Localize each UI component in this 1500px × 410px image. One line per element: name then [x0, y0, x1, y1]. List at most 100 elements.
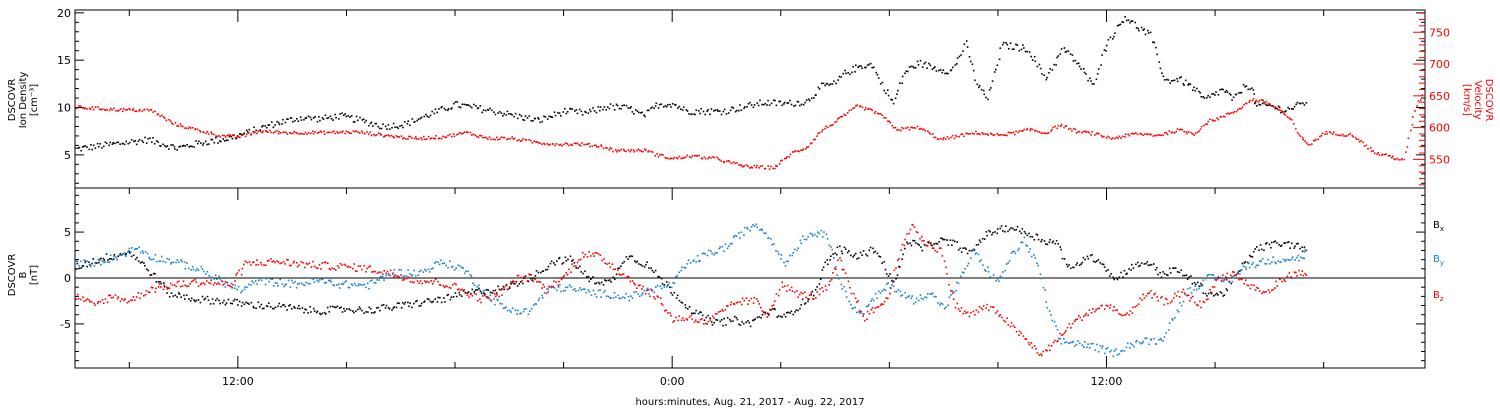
bfield-series-z-point	[1169, 301, 1172, 304]
density-series-point	[88, 148, 91, 151]
bfield-series-y-point	[317, 280, 320, 283]
velocity-series-point	[1296, 131, 1299, 134]
bfield-series-x-point	[136, 256, 138, 259]
bfield-series-y-point	[504, 307, 506, 309]
density-series-point	[511, 114, 513, 116]
bfield-series-x-point	[498, 288, 501, 291]
density-series-point	[369, 122, 372, 125]
density-series-point	[441, 105, 443, 108]
bfield-series-x-point	[359, 308, 361, 310]
bfield-series-y-point	[1056, 329, 1059, 331]
bfield-series-y-point	[320, 278, 323, 281]
bfield-series-x-point	[556, 260, 558, 262]
velocity-series-point	[257, 130, 259, 132]
bfield-series-z-point	[921, 239, 924, 242]
bfield-series-x-point	[240, 305, 243, 307]
bfield-series-x-point	[206, 295, 209, 298]
density-series-point	[1129, 21, 1131, 24]
bfield-series-x-point	[1028, 232, 1030, 235]
bfield-series-z-point	[586, 256, 589, 258]
density-series-point	[1163, 79, 1166, 81]
bfield-series-z-point	[468, 296, 470, 298]
density-series-point	[658, 103, 661, 106]
density-series-point	[101, 147, 103, 149]
bfield-series-x-point	[600, 281, 603, 284]
bfield-series-y-point	[963, 271, 965, 274]
density-series-point	[447, 107, 450, 110]
bfield-series-z-point	[704, 322, 707, 325]
velocity-series-point	[538, 142, 540, 144]
density-series-point	[152, 137, 154, 139]
bfield-series-z-point	[1088, 309, 1091, 311]
bfield-series-z-point	[338, 266, 340, 269]
density-series	[74, 16, 1308, 152]
bfield-series-z-point	[179, 285, 182, 288]
bfield-series-y-point	[88, 263, 91, 266]
velocity-series-point	[1260, 99, 1263, 101]
density-series-point	[1278, 106, 1281, 109]
bfield-series-z-point	[444, 285, 447, 287]
bfield-series-x-point	[895, 277, 897, 280]
bfield-series-x-point	[255, 307, 257, 309]
bfield-series-z-point	[974, 314, 976, 316]
velocity-series-point	[413, 137, 416, 140]
velocity-series-point	[784, 157, 786, 160]
bfield-series-z-point	[550, 285, 553, 288]
bfield-series-x-point	[304, 308, 306, 311]
velocity-series-point	[740, 164, 743, 167]
bfield-series-x-point	[1270, 241, 1273, 244]
bfield-series-z-point	[1071, 322, 1074, 325]
bfield-series-y-point	[799, 239, 802, 242]
velocity-series-point	[1378, 154, 1381, 156]
bfield-series-z-point	[234, 280, 236, 282]
bfield-series-x-point	[96, 262, 98, 264]
density-series-point	[92, 144, 95, 147]
density-series-point	[1080, 68, 1082, 70]
velocity-series-point	[347, 131, 350, 133]
bfield-series-x-point	[257, 301, 260, 304]
velocity-series-point	[728, 160, 731, 163]
velocity-series-point	[1411, 124, 1414, 126]
density-series-point	[722, 110, 725, 113]
bfield-series-z-point	[324, 261, 327, 264]
density-series-point	[262, 124, 264, 127]
bfield-series-y-point	[206, 270, 209, 273]
velocity-series-point	[98, 108, 101, 110]
velocity-series-point	[816, 135, 818, 137]
bfield-series-x-point	[738, 323, 740, 326]
bfield-series-y-point	[531, 307, 533, 310]
bfield-series-x-point	[1207, 292, 1210, 295]
velocity-series-point	[843, 113, 845, 116]
bfield-series-y-point	[103, 261, 105, 264]
velocity-series-point	[1398, 159, 1400, 161]
bfield-series-x-point	[483, 292, 485, 294]
bfield-series-x-point	[458, 291, 460, 294]
bfield-series-y-point	[371, 279, 373, 282]
velocity-series-point	[1245, 102, 1247, 105]
bfield-series-y-point	[891, 284, 893, 286]
bfield-series-z-point	[584, 253, 586, 256]
velocity-series-point	[165, 119, 168, 122]
bfield-series-x-point	[1112, 276, 1115, 279]
bfield-series-x-point	[1256, 246, 1258, 248]
bfield-series-y-point	[915, 297, 918, 300]
bfield-series-z-point	[1062, 333, 1065, 336]
bfield-series-x	[75, 225, 1308, 328]
bfield-series-z-point	[1103, 308, 1106, 310]
bfield-series-y-point	[221, 280, 224, 283]
density-series-point	[824, 84, 826, 87]
velocity-series-point	[407, 138, 409, 140]
x-axis: 12:00 0:00 12:00	[128, 10, 1325, 388]
bfield-series-x-point	[605, 280, 607, 282]
bfield-series-x-point	[170, 292, 173, 294]
bfield-series-z-point	[110, 296, 113, 299]
bfield-series-y-point	[101, 260, 104, 262]
bfield-series-z-point	[1304, 272, 1306, 275]
density-series-point	[1026, 50, 1028, 53]
bfield-series-y-point	[987, 270, 990, 273]
bfield-series-y-point	[765, 232, 767, 235]
bfield-series-x-point	[1063, 258, 1066, 260]
velocity-series-point	[911, 126, 914, 129]
density-series-point	[717, 110, 719, 112]
bfield-series-z-point	[590, 255, 592, 257]
